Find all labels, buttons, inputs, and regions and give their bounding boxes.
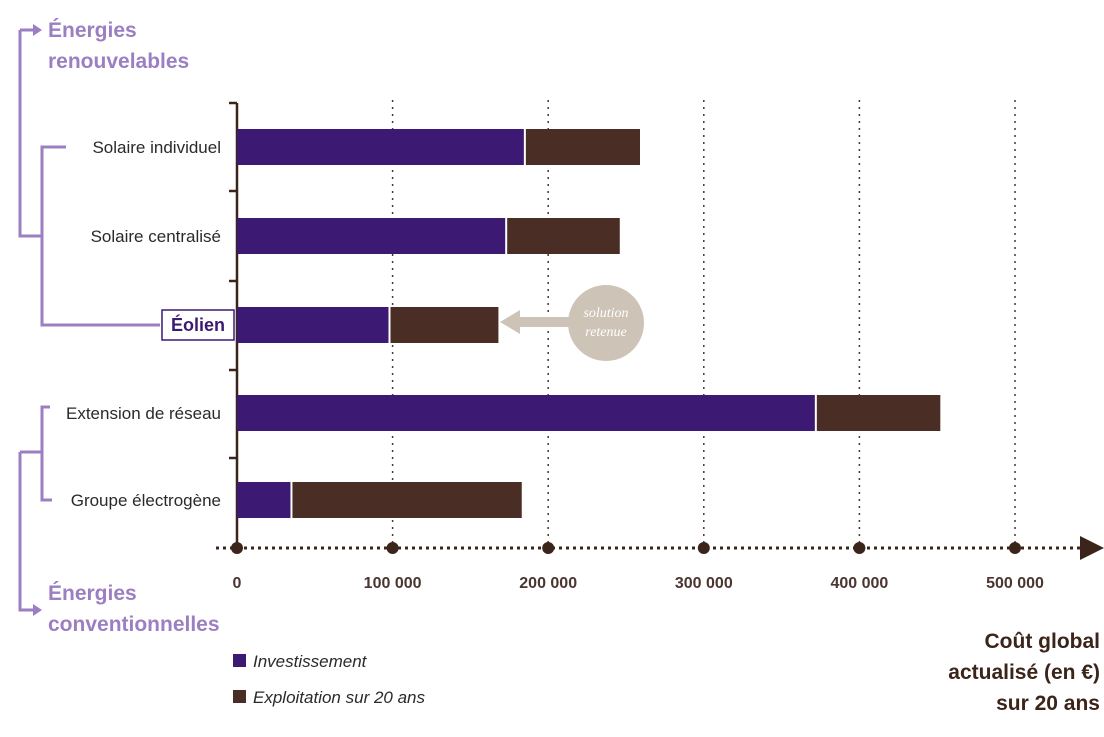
x-tick-marker: [231, 542, 243, 554]
bar-solaire-individuel-investissement: [237, 129, 525, 165]
legend-swatch-exploitation: [233, 690, 246, 703]
bar-solaire-centralise-exploitation-sur-20-ans: [506, 218, 620, 254]
x-tick-label: 400 000: [830, 575, 888, 592]
conventional-bracket-line: [18, 452, 36, 612]
conventional-inner-bracket: [40, 405, 52, 502]
x-tick-marker: [386, 542, 399, 554]
x-axis: 0 100 000 200 000 300 000 400 000 500 000: [216, 536, 1104, 592]
x-axis-title-line-3: sur 20 ans: [996, 692, 1100, 715]
legend: Investissement Exploitation sur 20 ans: [233, 652, 425, 707]
bar-groupe-electrogene-exploitation-sur-20-ans: [291, 482, 522, 518]
bar-extension-de-reseau-exploitation-sur-20-ans: [815, 395, 941, 431]
x-tick-marker: [853, 542, 866, 554]
renewable-arrow-icon: [33, 24, 42, 36]
group-labels: Énergies renouvelables Énergies conventi…: [48, 19, 220, 636]
group-renewable-title-1: Énergies: [48, 19, 137, 42]
bar-groupe-electrogene-investissement: [237, 482, 292, 518]
category-label-solaire-individuel: Solaire individuel: [92, 138, 221, 157]
x-tick-label: 100 000: [364, 575, 422, 592]
annotation-line-2: retenue: [585, 325, 626, 340]
category-label-extension-de-reseau: Extension de réseau: [66, 404, 221, 423]
x-tick-label: 200 000: [519, 575, 577, 592]
highlight-box: [161, 309, 235, 341]
legend-label-investissement: Investissement: [253, 652, 368, 671]
bar-solaire-individuel-exploitation-sur-20-ans: [524, 129, 641, 165]
legend-swatch-investissement: [233, 654, 246, 667]
group-renewable-title-2: renouvelables: [48, 50, 189, 73]
bar-eolien-exploitation-sur-20-ans: [389, 307, 499, 343]
annotation: solution retenue: [500, 285, 644, 361]
x-tick-marker: [542, 542, 555, 554]
group-conventional-title-1: Énergies: [48, 582, 137, 605]
x-tick-label: 300 000: [675, 575, 733, 592]
bar-extension-de-reseau-investissement: [237, 395, 816, 431]
bars: [237, 129, 941, 518]
annotation-arrow-icon: [500, 310, 520, 334]
x-tick-label: 500 000: [986, 575, 1044, 592]
x-tick-label: 0: [233, 575, 242, 592]
annotation-bubble: [568, 285, 644, 361]
group-conventional-title-2: conventionnelles: [48, 613, 220, 636]
renewable-inner-bracket: [40, 145, 160, 327]
bar-solaire-centralise-investissement: [237, 218, 507, 254]
category-labels: Solaire individuel Solaire centralisé Éoli…: [66, 138, 235, 510]
annotation-line-1: solution: [583, 306, 628, 321]
x-tick-marker: [1009, 542, 1021, 554]
group-brackets: [18, 24, 160, 616]
legend-label-exploitation: Exploitation sur 20 ans: [253, 688, 425, 707]
x-axis-arrow-icon: [1080, 536, 1104, 560]
x-axis-title: Coût global actualisé (en €) sur 20 ans: [948, 630, 1100, 715]
x-axis-title-line-2: actualisé (en €): [948, 661, 1100, 684]
x-axis-title-line-1: Coût global: [985, 630, 1100, 653]
category-label-groupe-electrogene: Groupe électrogène: [71, 491, 221, 510]
bar-eolien-investissement: [237, 307, 390, 343]
x-tick-marker: [697, 542, 710, 554]
conventional-arrow-icon: [33, 604, 42, 616]
category-label-eolien: Éolien: [171, 314, 225, 335]
renewable-bracket-line: [18, 30, 42, 238]
category-label-solaire-centralise: Solaire centralisé: [91, 227, 221, 246]
annotation-arrow-shaft: [518, 317, 574, 327]
